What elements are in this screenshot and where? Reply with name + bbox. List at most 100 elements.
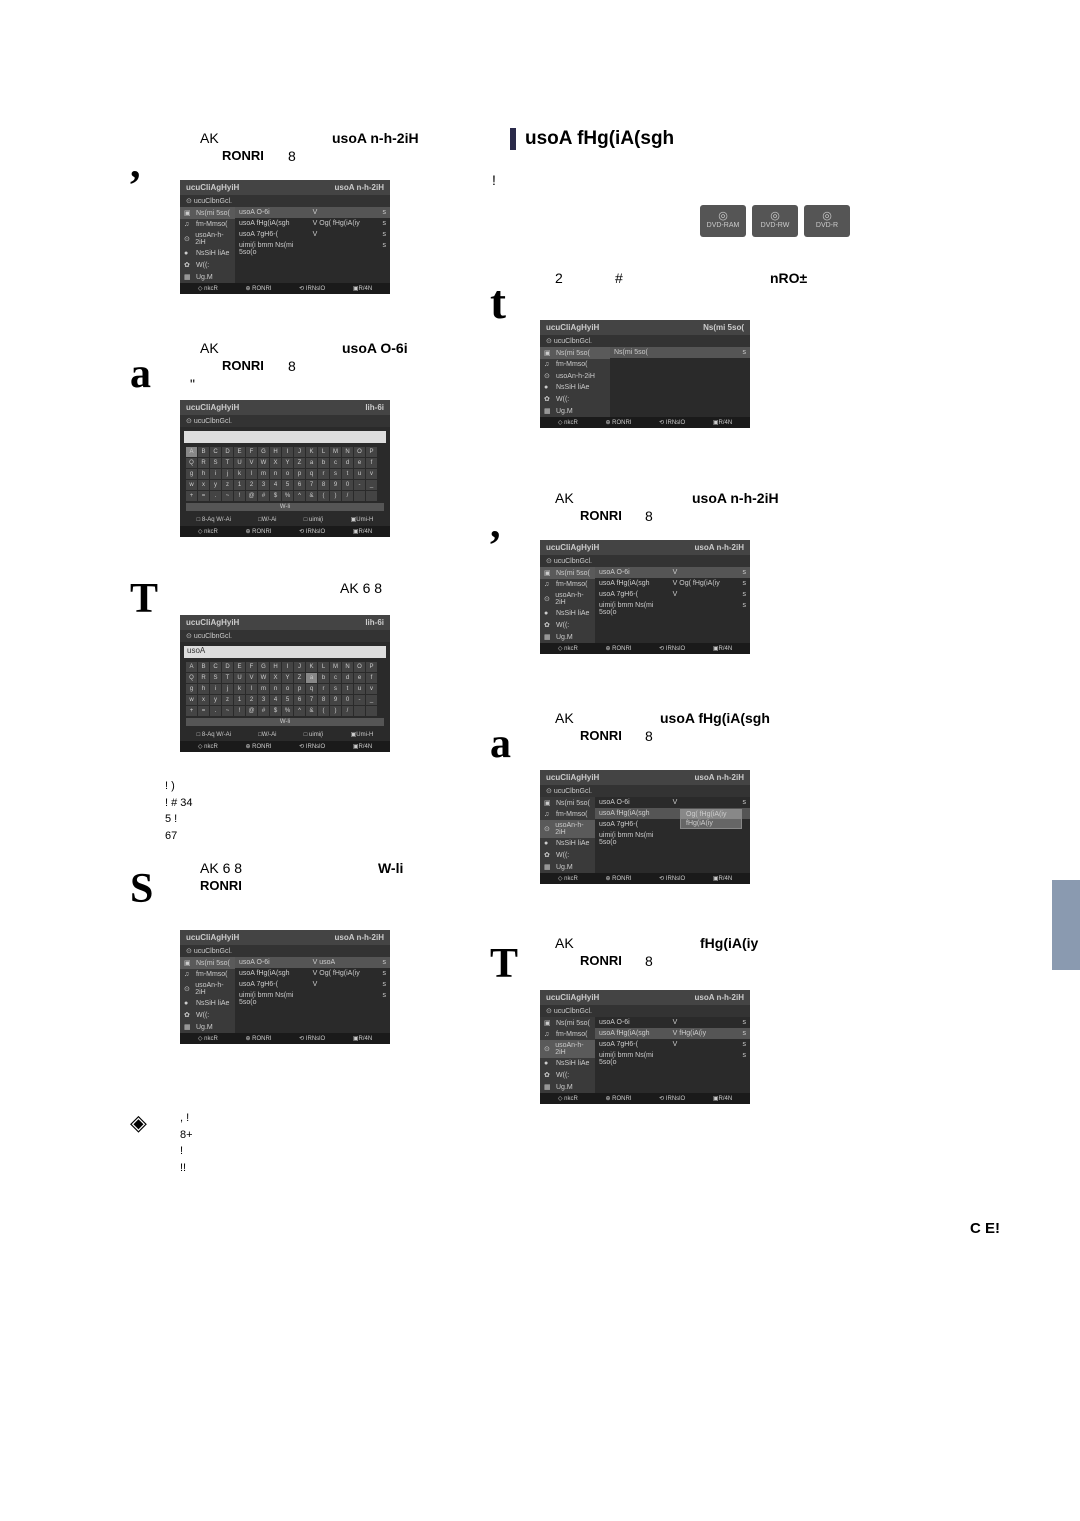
kbd-key[interactable]: k <box>234 684 245 694</box>
kbd-key[interactable]: l <box>246 684 257 694</box>
kbd-key[interactable]: ^ <box>294 706 305 716</box>
kbd-key[interactable]: G <box>258 447 269 457</box>
kbd-key[interactable]: t <box>342 684 353 694</box>
side-item[interactable]: ▣Ns(mi 5so( <box>180 957 235 969</box>
side-item[interactable]: ▣Ns(mi 5so( <box>540 347 610 359</box>
kbd-key[interactable]: D <box>222 447 233 457</box>
kbd-key[interactable]: m <box>258 469 269 479</box>
option-row[interactable]: usoA 7gH6-(Vs <box>595 1039 750 1050</box>
option-row[interactable]: usoA O-6iVs <box>235 207 390 218</box>
option-row[interactable]: usoA O-6iVs <box>595 797 750 808</box>
kbd-key[interactable]: ! <box>234 491 245 501</box>
kbd-key[interactable]: C <box>210 447 221 457</box>
kbd-key[interactable]: _ <box>366 480 377 490</box>
kbd-key[interactable]: j <box>222 469 233 479</box>
kbd-key[interactable]: i <box>210 684 221 694</box>
kbd-key[interactable]: 6 <box>294 695 305 705</box>
side-item[interactable]: ▦Ug.M <box>540 405 610 417</box>
kbd-key[interactable]: R <box>198 458 209 468</box>
kbd-key[interactable]: P <box>366 447 377 457</box>
kbd-key[interactable]: T <box>222 673 233 683</box>
kbd-key[interactable]: M <box>330 447 341 457</box>
kbd-key[interactable]: v <box>366 684 377 694</box>
kbd-key[interactable]: ) <box>330 491 341 501</box>
kbd-key[interactable]: 1 <box>234 695 245 705</box>
kbd-key[interactable]: . <box>210 706 221 716</box>
kbd-key[interactable]: K <box>306 662 317 672</box>
kbd-key[interactable]: 9 <box>330 695 341 705</box>
option-row[interactable]: usoA O-6iVs <box>595 1017 750 1028</box>
kbd-key[interactable]: # <box>258 706 269 716</box>
kbd-key[interactable]: T <box>222 458 233 468</box>
kbd-key[interactable]: L <box>318 662 329 672</box>
kbd-key[interactable]: J <box>294 447 305 457</box>
kbd-key[interactable] <box>354 706 365 716</box>
side-item[interactable]: ⊙usoAn-h-2iH <box>540 820 595 838</box>
kbd-key[interactable]: o <box>282 684 293 694</box>
kbd-key[interactable]: 7 <box>306 480 317 490</box>
kbd-key[interactable] <box>366 491 377 501</box>
option-row[interactable]: usoA 7gH6-(Vs <box>235 229 390 240</box>
kbd-key[interactable]: @ <box>246 491 257 501</box>
kbd-key[interactable]: e <box>354 458 365 468</box>
kbd-key[interactable]: = <box>198 491 209 501</box>
kbd-key[interactable] <box>354 491 365 501</box>
keyboard-grid[interactable]: ABCDEFGHIJKLMNOP QRSTUVWXYZabcdef ghijkl… <box>186 447 384 511</box>
kbd-key[interactable]: ( <box>318 491 329 501</box>
kbd-key[interactable]: p <box>294 684 305 694</box>
side-item[interactable]: ▣Ns(mi 5so( <box>540 797 595 809</box>
kbd-key[interactable]: 9 <box>330 480 341 490</box>
side-item[interactable]: ▣Ns(mi 5so( <box>540 1017 595 1029</box>
side-item[interactable]: ♫fm-Mmso( <box>180 219 235 230</box>
kbd-key[interactable]: & <box>306 491 317 501</box>
kbd-key[interactable]: V <box>246 458 257 468</box>
kbd-key[interactable]: g <box>186 469 197 479</box>
kbd-key[interactable]: % <box>282 491 293 501</box>
kbd-key[interactable]: ^ <box>294 491 305 501</box>
kbd-key[interactable]: B <box>198 662 209 672</box>
side-item[interactable]: ●NsSiH liAe <box>540 1058 595 1069</box>
kbd-key[interactable]: f <box>366 458 377 468</box>
kbd-key[interactable]: w <box>186 695 197 705</box>
kbd-key[interactable]: z <box>222 480 233 490</box>
kbd-key[interactable]: U <box>234 458 245 468</box>
kbd-key[interactable]: 0 <box>342 480 353 490</box>
kbd-key[interactable]: R <box>198 673 209 683</box>
option-row[interactable]: usoA O-6iVs <box>595 567 750 578</box>
dropdown[interactable]: Og( fHg(iA(iy fHg(iA(iy <box>680 809 742 829</box>
kbd-key[interactable]: G <box>258 662 269 672</box>
kbd-key[interactable]: O <box>354 447 365 457</box>
kbd-key[interactable]: X <box>270 673 281 683</box>
kbd-key[interactable]: d <box>342 673 353 683</box>
kbd-key[interactable]: p <box>294 469 305 479</box>
side-item[interactable]: ▦Ug.M <box>540 861 595 873</box>
side-item[interactable]: ●NsSiH liAe <box>540 608 595 619</box>
kbd-key[interactable]: m <box>258 684 269 694</box>
side-item[interactable]: ●NsSiH liAe <box>180 248 235 259</box>
side-item[interactable]: ⊙usoAn-h-2iH <box>540 1040 595 1058</box>
option-row[interactable]: usoA fHg(iA(sghV fHg(iA(iys <box>595 1028 750 1039</box>
option-row[interactable]: usoA fHg(iA(sghV Og( fHg(iA(iys <box>235 218 390 229</box>
kbd-key[interactable]: K <box>306 447 317 457</box>
kbd-key[interactable]: x <box>198 480 209 490</box>
kbd-key[interactable]: u <box>354 684 365 694</box>
kbd-key[interactable]: 5 <box>282 695 293 705</box>
kbd-action[interactable]: ▣Umi-H <box>351 516 374 523</box>
text-input[interactable] <box>184 431 386 443</box>
kbd-key[interactable]: n <box>270 684 281 694</box>
kbd-key[interactable]: _ <box>366 695 377 705</box>
kbd-key[interactable]: 3 <box>258 480 269 490</box>
kbd-key[interactable]: w <box>186 480 197 490</box>
space-key[interactable]: W-li <box>186 718 384 726</box>
kbd-key[interactable]: - <box>354 695 365 705</box>
kbd-key[interactable]: z <box>222 695 233 705</box>
kbd-key[interactable]: A <box>186 662 197 672</box>
kbd-key[interactable] <box>366 706 377 716</box>
side-item[interactable]: ♫fm-Mmso( <box>180 969 235 980</box>
kbd-key[interactable]: a <box>306 458 317 468</box>
kbd-action[interactable]: □ 8-Aq W/-Ai <box>197 731 231 738</box>
side-item[interactable]: ⊙usoAn-h-2iH <box>540 590 595 608</box>
kbd-key[interactable]: s <box>330 469 341 479</box>
kbd-key[interactable]: L <box>318 447 329 457</box>
kbd-key[interactable]: # <box>258 491 269 501</box>
